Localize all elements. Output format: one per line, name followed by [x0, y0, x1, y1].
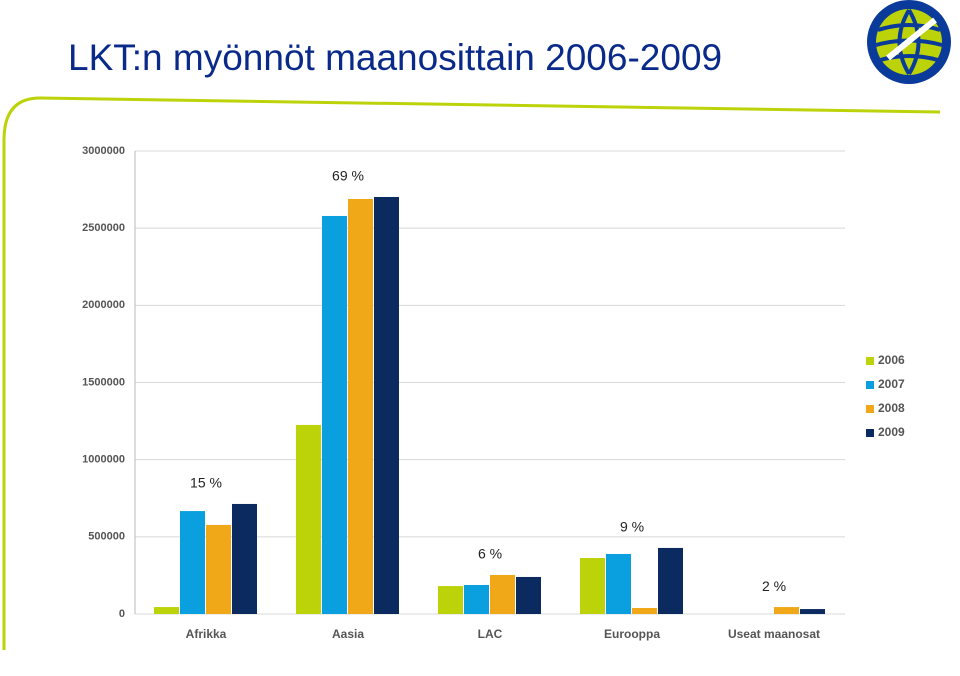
x-tick-label: Afrikka: [186, 627, 227, 641]
share-label: 15 %: [190, 475, 222, 491]
bar: [580, 557, 605, 614]
x-tick-label: Aasia: [332, 627, 364, 641]
legend-label: 2006: [878, 353, 905, 367]
legend-swatch: [866, 357, 874, 365]
legend-label: 2007: [878, 377, 905, 391]
y-tick-label: 2000000: [82, 299, 125, 311]
share-label: 69 %: [332, 168, 364, 184]
bar: [348, 198, 373, 614]
y-tick-label: 1500000: [82, 376, 125, 388]
y-tick-label: 3000000: [82, 145, 125, 157]
bar: [206, 524, 231, 614]
bar: [154, 607, 179, 614]
decor-line: [2, 96, 941, 650]
bar: [516, 576, 541, 614]
bar: [774, 607, 799, 614]
x-tick-label: LAC: [478, 627, 503, 641]
legend-swatch: [866, 381, 874, 389]
y-tick-label: 1000000: [82, 454, 125, 466]
bar: [438, 586, 463, 614]
x-tick-label: Useat maanosat: [728, 627, 820, 641]
x-tick-label: Eurooppa: [604, 627, 660, 641]
legend-label: 2009: [878, 425, 905, 439]
share-label: 9 %: [620, 519, 644, 535]
bar: [296, 424, 321, 614]
legend-swatch: [866, 429, 874, 437]
bar: [632, 607, 657, 614]
chart-title: LKT:n myönnöt maanosittain 2006-2009: [68, 37, 722, 78]
bar: [800, 609, 825, 614]
bar: [658, 547, 683, 614]
share-label: 6 %: [478, 546, 502, 562]
bar: [606, 553, 631, 614]
legend-label: 2008: [878, 401, 905, 415]
bar: [374, 196, 399, 614]
logo: [867, 0, 951, 84]
bar: [464, 584, 489, 614]
bar: [490, 574, 515, 614]
y-tick-label: 2500000: [82, 222, 125, 234]
bar: [322, 215, 347, 614]
y-tick-label: 500000: [88, 531, 125, 543]
share-label: 2 %: [762, 578, 786, 594]
bar: [180, 511, 205, 614]
legend-swatch: [866, 405, 874, 413]
bar: [232, 503, 257, 614]
y-tick-label: 0: [119, 608, 125, 620]
